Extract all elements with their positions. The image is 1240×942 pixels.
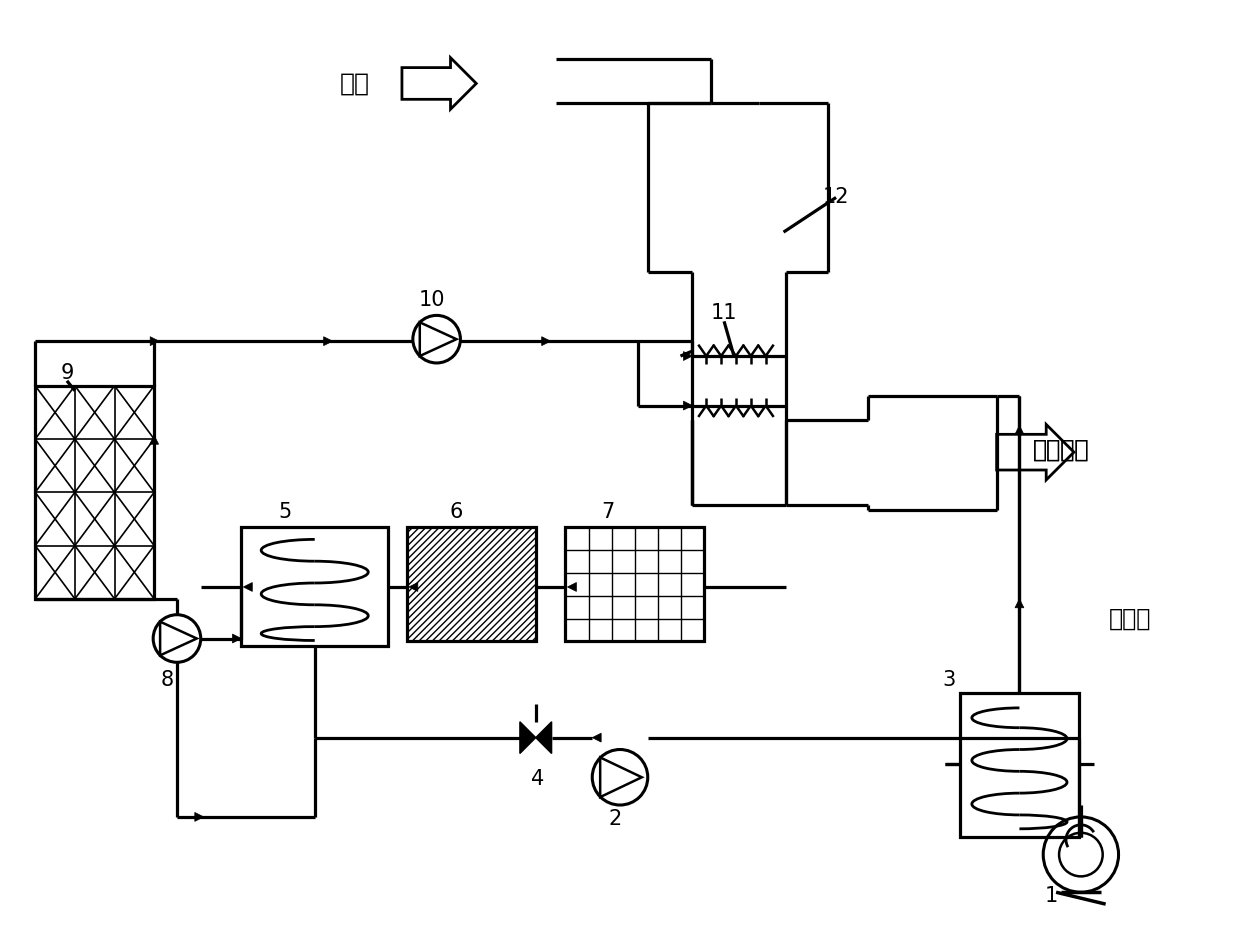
Bar (407, 528, 536, 642)
Polygon shape (243, 582, 252, 592)
Polygon shape (1016, 426, 1024, 434)
Polygon shape (232, 634, 242, 643)
Polygon shape (195, 812, 203, 821)
Polygon shape (542, 336, 551, 346)
Text: 10: 10 (418, 289, 445, 310)
Bar (242, 528, 388, 646)
Text: 热空气: 热空气 (1110, 607, 1152, 631)
Text: 2: 2 (609, 809, 621, 829)
Text: 5: 5 (278, 502, 291, 522)
Text: 4: 4 (531, 770, 544, 789)
Text: 7: 7 (601, 502, 615, 522)
Text: 11: 11 (711, 303, 738, 323)
Text: 9: 9 (61, 363, 73, 382)
Text: 1: 1 (1044, 886, 1058, 906)
Polygon shape (150, 435, 159, 445)
Bar (960, 693, 1079, 836)
Polygon shape (324, 336, 332, 346)
Polygon shape (536, 722, 552, 754)
Text: 6: 6 (450, 502, 464, 522)
Text: 8: 8 (160, 670, 174, 690)
Polygon shape (568, 582, 577, 592)
Polygon shape (520, 722, 536, 754)
Text: 混合烟气: 混合烟气 (1033, 438, 1089, 463)
Bar (565, 528, 704, 642)
Polygon shape (593, 733, 601, 742)
Polygon shape (409, 582, 418, 592)
Text: 3: 3 (942, 670, 956, 690)
Polygon shape (150, 336, 159, 346)
Text: 混合烟气: 混合烟气 (1033, 438, 1089, 463)
Text: 12: 12 (823, 187, 849, 207)
Text: 烟气: 烟气 (340, 72, 370, 95)
Polygon shape (683, 351, 692, 361)
Bar (35, 386, 154, 599)
Polygon shape (1016, 599, 1024, 608)
Polygon shape (683, 401, 692, 410)
